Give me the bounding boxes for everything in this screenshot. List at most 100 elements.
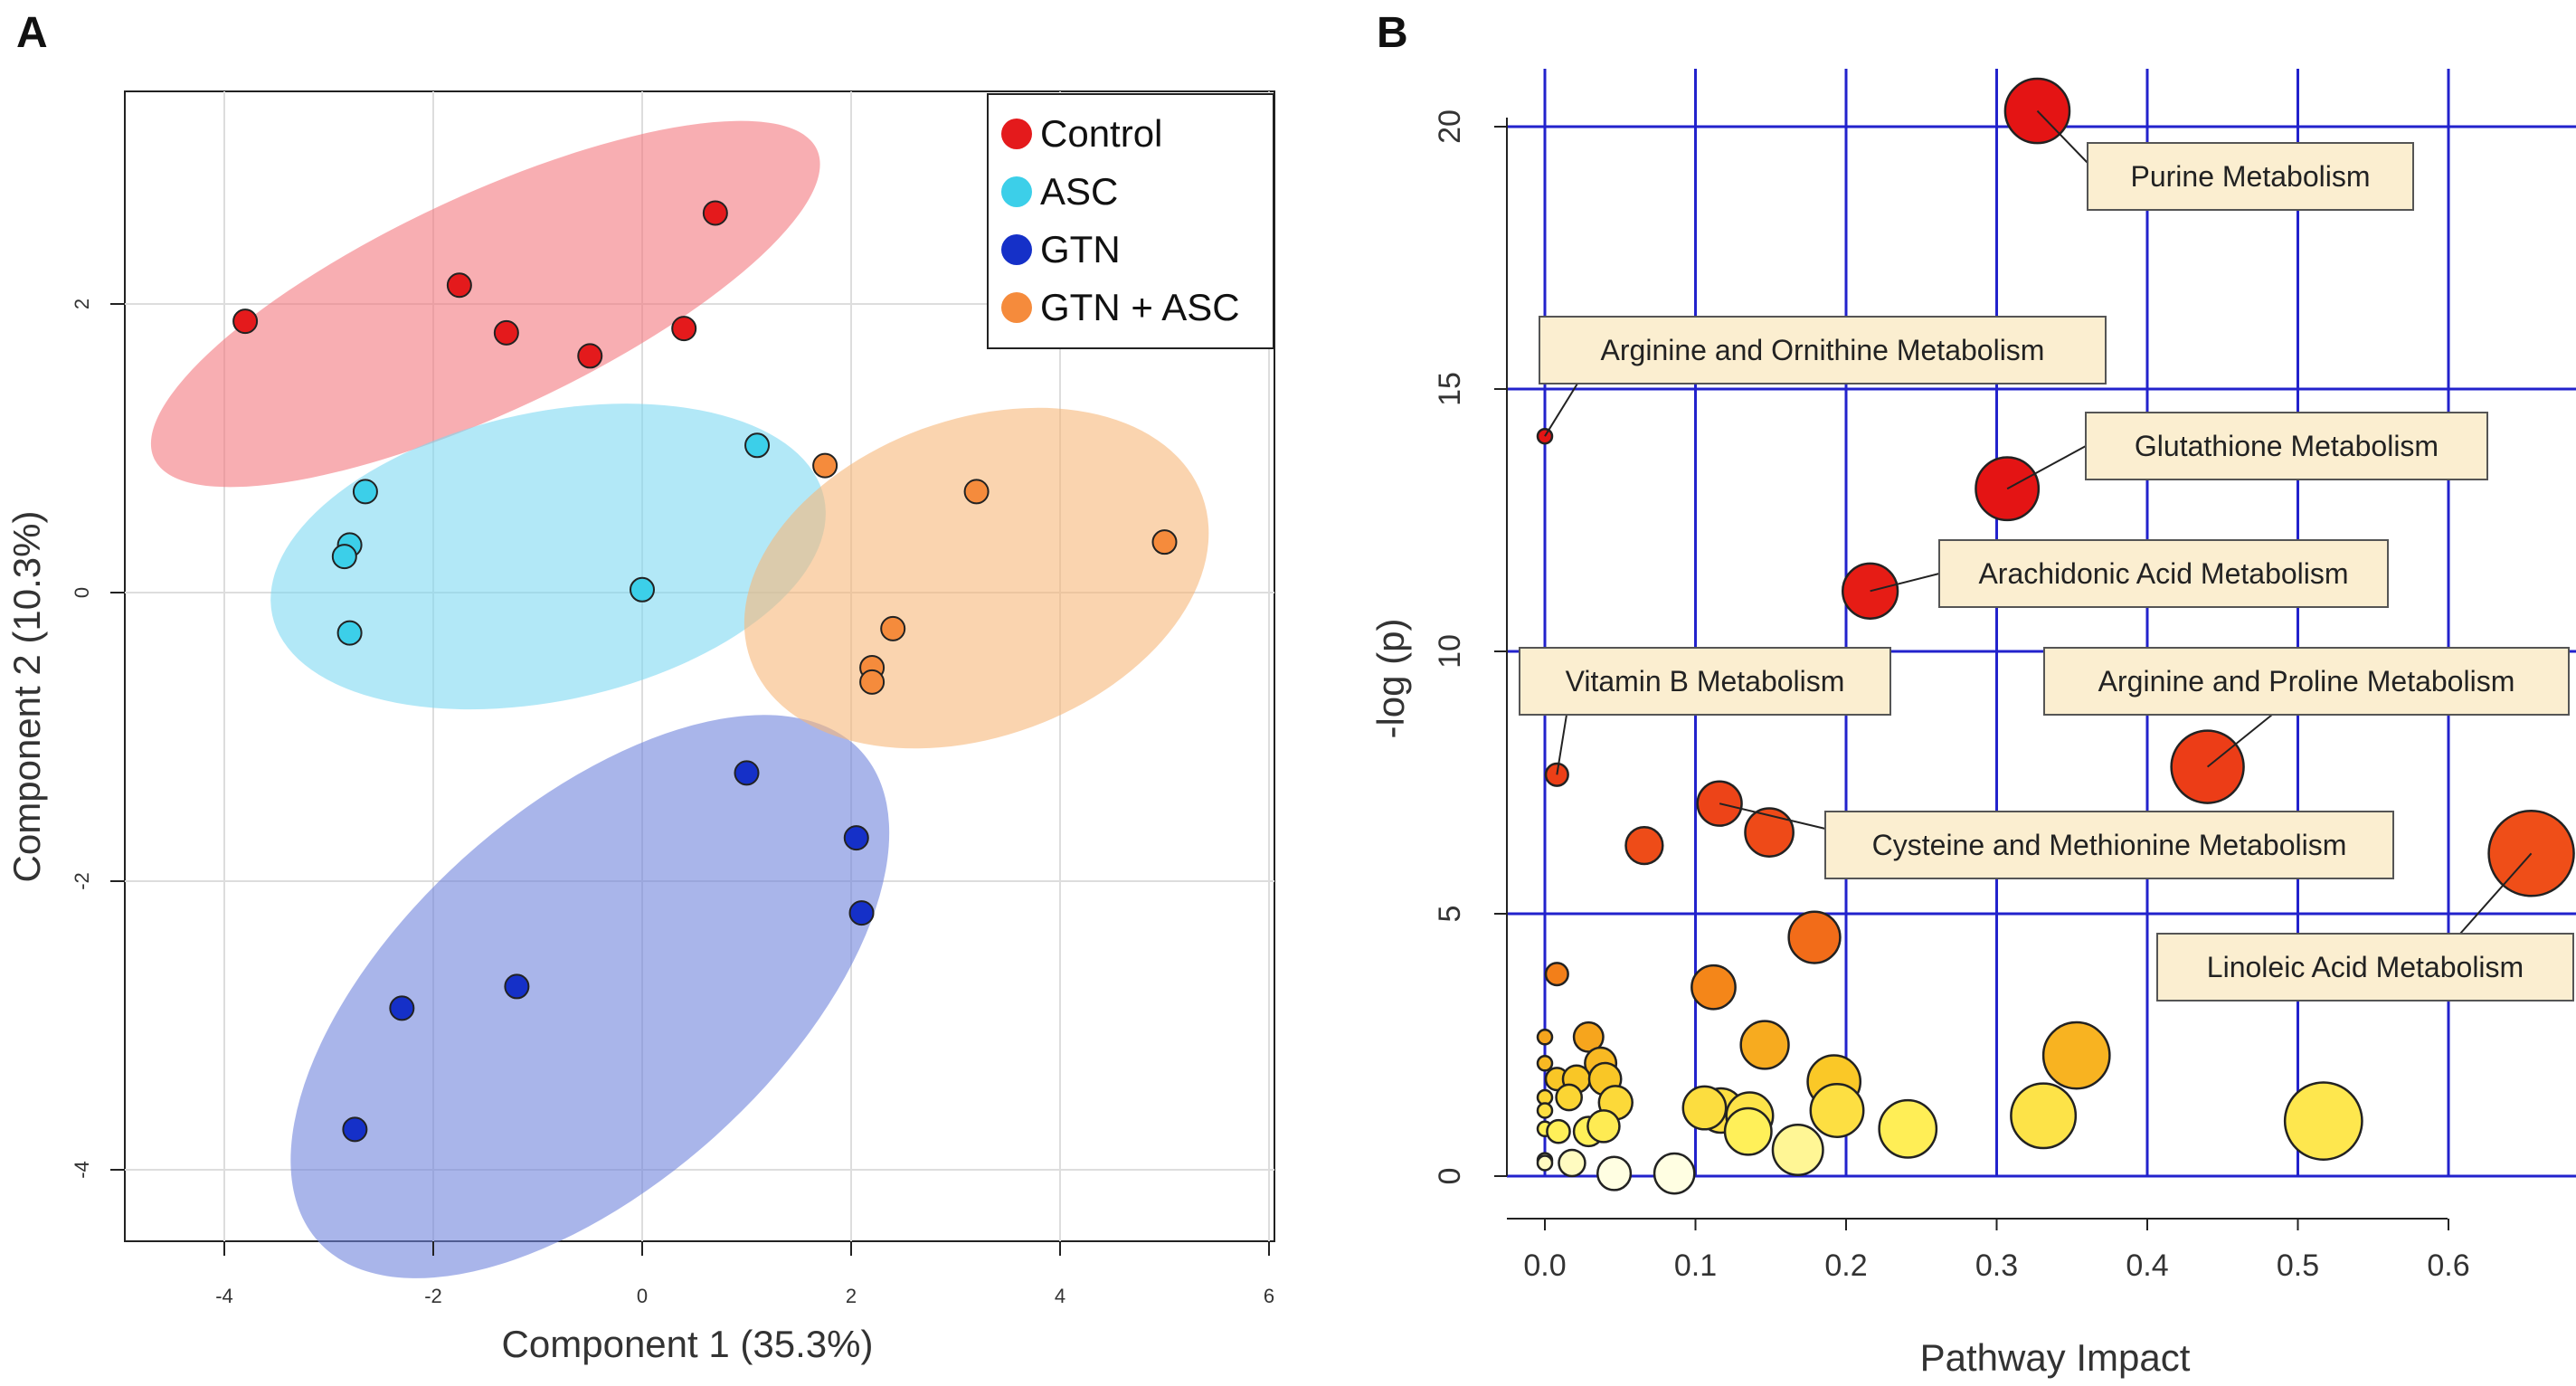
point-control <box>702 200 728 226</box>
point-control <box>232 309 259 335</box>
annotation-leader-line <box>1556 714 1567 775</box>
x-tick-label: 0 <box>637 1285 648 1307</box>
panel-b-ticks: 0.0 0.1 0.2 0.3 0.4 0.5 0.6 0 5 10 15 20 <box>1433 109 2470 1283</box>
annotation-leader-line <box>1719 802 1826 830</box>
x-tick-label: 6 <box>1264 1285 1274 1307</box>
point-gtn <box>389 995 415 1021</box>
point-asc <box>352 479 378 505</box>
panel-a-ticks: -4 -2 0 2 4 6 -4 -2 0 2 <box>71 299 1274 1307</box>
point-gtn <box>342 1116 368 1143</box>
point-gtn-asc <box>963 479 990 505</box>
pathway-point <box>2010 1082 2078 1150</box>
annotation-label-vitamin-b-metabolism: Vitamin B Metabolism <box>1566 665 1845 698</box>
x-tick-label: 0.1 <box>1674 1248 1717 1283</box>
y-tick-label: 5 <box>1433 906 1467 923</box>
pathway-point <box>1739 1020 1790 1070</box>
panel-b-letter: B <box>1377 9 1408 57</box>
pathway-point <box>1878 1098 1938 1159</box>
pathway-point <box>1690 964 1737 1011</box>
annotation-leader-line <box>1544 383 1578 437</box>
point-gtn-asc <box>880 615 906 641</box>
pathway-point <box>1809 1083 1865 1138</box>
x-tick-label: -4 <box>215 1285 233 1307</box>
point-gtn-asc <box>859 669 886 695</box>
annotation-label-arachidonic-acid-metabolism: Arachidonic Acid Metabolism <box>1978 557 2348 590</box>
x-tick-label: 0.4 <box>2126 1248 2168 1283</box>
annotation-leader-line <box>2006 445 2087 490</box>
pathway-point <box>1624 825 1664 866</box>
pathway-point <box>1558 1148 1586 1178</box>
ellipse-control <box>150 120 820 488</box>
pathway-point-glutathione-metabolism <box>1975 456 2041 522</box>
annotation-box <box>2085 412 2488 480</box>
pathway-point <box>1536 1102 1554 1119</box>
point-control <box>671 316 697 342</box>
x-tick-label: 0.2 <box>1824 1248 1867 1283</box>
legend-swatch-asc <box>1001 176 1032 207</box>
annotation-leader-line <box>2459 852 2533 935</box>
annotation-leader-line <box>2036 109 2088 164</box>
annotation-box <box>2043 647 2570 716</box>
point-gtn <box>848 900 875 926</box>
annotation-box <box>1938 539 2389 608</box>
point-gtn <box>504 973 530 1000</box>
y-tick-label: 2 <box>71 299 93 309</box>
panel-b-annotations: Purine Metabolism Arginine and Ornithine … <box>1519 109 2574 1002</box>
pathway-point <box>1787 910 1842 964</box>
annotation-box <box>1539 316 2107 384</box>
pathway-point <box>1771 1123 1824 1177</box>
y-tick-label: 0 <box>71 587 93 598</box>
legend-label-gtn: GTN <box>1040 228 1121 271</box>
x-tick-label: 4 <box>1055 1285 1065 1307</box>
panel-b-y-axis-label: -log (p) <box>1369 618 1412 738</box>
point-gtn <box>843 825 869 851</box>
point-control <box>493 319 519 346</box>
panel-b-points <box>1536 77 2575 1195</box>
point-control <box>577 343 603 369</box>
pathway-point <box>1723 1106 1773 1156</box>
pathway-point <box>1681 1085 1728 1131</box>
legend-label-asc: ASC <box>1040 170 1118 213</box>
pathway-point-arachidonic-acid-metabolism <box>1841 562 1899 620</box>
point-asc <box>630 576 655 603</box>
pathway-point <box>1536 1029 1554 1046</box>
pathway-point <box>1596 1155 1633 1191</box>
legend-box <box>987 93 1274 349</box>
point-gtn <box>734 760 760 786</box>
annotation-label-arginine-and-proline-metabolism: Arginine and Proline Metabolism <box>2098 665 2515 698</box>
panel-a-points <box>232 200 1178 1143</box>
annotation-box <box>2156 933 2574 1002</box>
annotation-box <box>1824 811 2394 879</box>
pathway-point <box>1536 1154 1554 1172</box>
point-asc <box>336 620 363 646</box>
panel-b-x-axis-label: Pathway Impact <box>1920 1336 2191 1379</box>
annotation-label-linoleic-acid-metabolism: Linoleic Acid Metabolism <box>2207 951 2524 983</box>
legend-label-gtn-asc: GTN + ASC <box>1040 286 1240 328</box>
panel-a-y-axis-label: Component 2 (10.3%) <box>5 511 48 883</box>
annotation-box <box>1519 647 1891 716</box>
panel-a-x-axis-label: Component 1 (35.3%) <box>502 1323 874 1365</box>
pathway-point <box>2041 1021 2111 1090</box>
pathway-point <box>1586 1109 1621 1144</box>
point-gtn-asc <box>812 452 838 479</box>
panel-a-legend: Control ASC GTN GTN + ASC <box>987 93 1274 349</box>
point-asc <box>331 544 357 570</box>
annotation-label-purine-metabolism: Purine Metabolism <box>2131 160 2371 193</box>
annotation-label-arginine-and-ornithine-metabolism: Arginine and Ornithine Metabolism <box>1601 334 2045 366</box>
y-tick-label: 10 <box>1433 634 1467 669</box>
pathway-point <box>1544 962 1569 987</box>
pathway-point <box>1653 1152 1696 1195</box>
annotation-box <box>2087 142 2414 211</box>
annotation-leader-line <box>1870 573 1940 593</box>
pathway-point <box>1546 1118 1571 1144</box>
legend-swatch-gtn-asc <box>1001 292 1032 323</box>
annotation-label-cysteine-and-methionine-metabolism: Cysteine and Methionine Metabolism <box>1872 829 2347 861</box>
y-tick-label: 15 <box>1433 372 1467 406</box>
x-tick-label: 0.6 <box>2427 1248 2469 1283</box>
point-gtn-asc <box>1151 529 1178 555</box>
y-tick-label: 20 <box>1433 109 1467 144</box>
annotation-leader-line <box>2206 714 2273 768</box>
legend-label-control: Control <box>1040 112 1162 155</box>
legend-swatch-control <box>1001 119 1032 149</box>
